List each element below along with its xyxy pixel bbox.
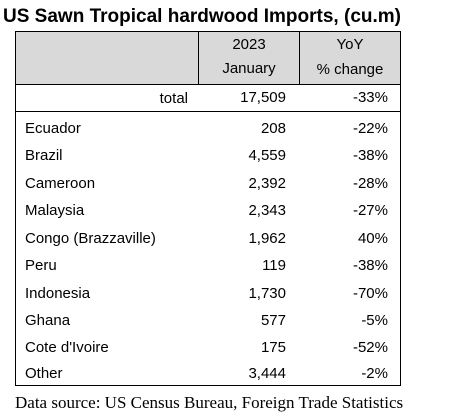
import-value: 4,559 — [248, 147, 286, 164]
yoy-change: -2% — [361, 365, 388, 382]
yoy-change: -5% — [361, 312, 388, 329]
import-value: 175 — [260, 339, 286, 356]
import-value: 577 — [260, 312, 286, 329]
header-divider — [299, 32, 300, 84]
table-row: Indonesia 1,730 -70% — [16, 285, 400, 311]
yoy-change: -28% — [352, 175, 388, 192]
country-name: Ecuador — [25, 120, 81, 137]
table-row: Ecuador 208 -22% — [16, 120, 400, 146]
table-row: Cameroon 2,392 -28% — [16, 175, 400, 201]
total-value: 17,509 — [240, 89, 286, 106]
imports-table: 2023 January YoY % change total 17,509 -… — [15, 31, 401, 386]
country-name: Cote d'Ivoire — [25, 339, 109, 356]
import-value: 2,343 — [248, 202, 286, 219]
yoy-change: -70% — [352, 285, 388, 302]
table-header: 2023 January YoY % change — [16, 32, 400, 85]
import-value: 2,392 — [248, 175, 286, 192]
country-name: Congo (Brazzaville) — [25, 230, 156, 247]
country-name: Peru — [25, 257, 57, 274]
country-name: Ghana — [25, 312, 71, 329]
header-year: 2023 — [232, 36, 266, 53]
total-row: total 17,509 -33% — [16, 85, 400, 112]
table-row: Malaysia 2,343 -27% — [16, 202, 400, 228]
country-name: Brazil — [25, 147, 63, 164]
country-name: Cameroon — [25, 175, 96, 192]
data-source-note: Data source: US Census Bureau, Foreign T… — [15, 393, 404, 412]
table-row: Peru 119 -38% — [16, 257, 400, 283]
country-name: Malaysia — [25, 202, 85, 219]
table-row: Ghana 577 -5% — [16, 312, 400, 338]
table-row: Other 3,444 -2% — [16, 365, 400, 391]
yoy-change: -52% — [352, 339, 388, 356]
yoy-change: -38% — [352, 257, 388, 274]
table-row: Brazil 4,559 -38% — [16, 147, 400, 173]
import-value: 1,962 — [248, 230, 286, 247]
yoy-change: -27% — [352, 202, 388, 219]
import-value: 3,444 — [248, 365, 286, 382]
table-row: Cote d'Ivoire 175 -52% — [16, 339, 400, 365]
yoy-change: -22% — [352, 120, 388, 137]
import-value: 1,730 — [248, 285, 286, 302]
header-month: January — [222, 60, 276, 77]
yoy-change: 40% — [357, 230, 388, 247]
header-divider — [198, 32, 199, 84]
header-yoy: YoY — [336, 36, 364, 53]
country-name: Indonesia — [25, 285, 91, 302]
import-value: 208 — [260, 120, 286, 137]
table-title: US Sawn Tropical hardwood Imports, (cu.m… — [3, 6, 401, 27]
header-pct-change: % change — [316, 61, 384, 78]
import-value: 119 — [262, 257, 286, 274]
yoy-change: -38% — [352, 147, 388, 164]
total-label: total — [159, 90, 188, 107]
total-change: -33% — [352, 89, 388, 106]
table-row: Congo (Brazzaville) 1,962 40% — [16, 230, 400, 256]
country-name: Other — [25, 365, 63, 382]
